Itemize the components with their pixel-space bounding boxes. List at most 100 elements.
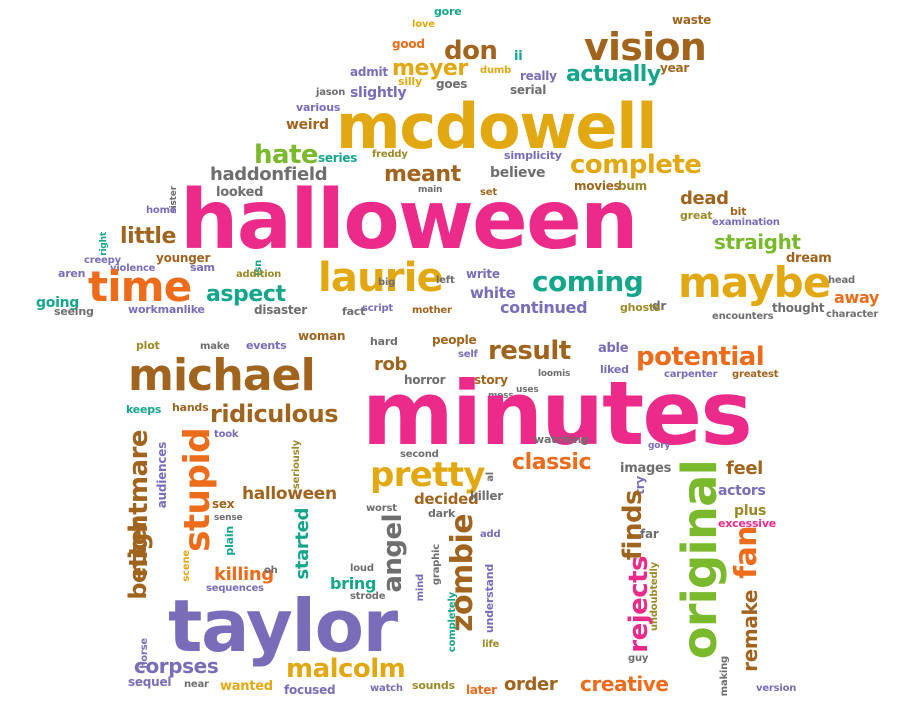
cloud-word: stupid: [177, 428, 218, 552]
cloud-word: events: [246, 339, 287, 352]
cloud-word: decided: [414, 490, 479, 508]
cloud-word: feel: [726, 458, 763, 479]
cloud-word: mind: [415, 574, 426, 602]
cloud-word: home: [146, 205, 177, 216]
cloud-word: freddy: [372, 149, 408, 160]
cloud-word: examination: [712, 217, 780, 228]
cloud-word: carpenter: [664, 369, 718, 380]
cloud-word: meyer: [392, 56, 468, 81]
cloud-word: sex: [212, 497, 235, 511]
cloud-word: make: [200, 341, 230, 352]
cloud-word: creepy: [84, 255, 121, 266]
cloud-word: good: [392, 37, 425, 51]
cloud-word: left: [436, 275, 455, 286]
cloud-word: version: [756, 683, 797, 694]
cloud-word: hate: [254, 140, 319, 170]
cloud-word: self: [458, 349, 478, 360]
cloud-word: silly: [398, 75, 422, 88]
cloud-word: plus: [734, 503, 767, 519]
cloud-word: admit: [350, 65, 388, 79]
cloud-word: sense: [214, 513, 243, 523]
cloud-word: sequences: [206, 583, 264, 594]
cloud-word: hands: [172, 401, 209, 414]
cloud-word: series: [318, 151, 358, 165]
cloud-word: sam: [190, 261, 215, 274]
cloud-word: order: [504, 674, 558, 695]
cloud-word: creative: [580, 672, 669, 696]
cloud-word: bring: [330, 574, 377, 593]
cloud-word: completely: [447, 592, 458, 653]
cloud-word: halloween: [242, 484, 337, 504]
cloud-word: don: [444, 36, 498, 66]
cloud-word: gory: [648, 441, 671, 451]
cloud-word: audiences: [155, 442, 169, 509]
cloud-word: encounters: [712, 311, 774, 322]
cloud-word: rob: [374, 354, 408, 375]
cloud-word: dream: [786, 251, 832, 266]
cloud-word: plot: [136, 339, 160, 352]
cloud-word: ghosts: [620, 301, 661, 314]
cloud-word: pretty: [370, 455, 485, 495]
cloud-word: right: [99, 232, 109, 256]
cloud-word: able: [598, 341, 629, 356]
cloud-word: actors: [718, 483, 766, 499]
cloud-word: time: [88, 262, 192, 311]
cloud-word: meant: [384, 162, 461, 187]
cloud-word: white: [470, 284, 516, 302]
cloud-word: ii: [514, 49, 523, 64]
cloud-word: aren: [58, 267, 86, 280]
cloud-word: greatest: [732, 369, 779, 380]
cloud-word: year: [660, 61, 690, 75]
cloud-word: far: [640, 527, 659, 541]
cloud-word: dark: [428, 507, 456, 520]
cloud-word: sounds: [412, 679, 455, 692]
cloud-word: dead: [680, 188, 729, 209]
cloud-word: write: [466, 267, 500, 281]
cloud-word: younger: [156, 251, 211, 265]
cloud-word: guy: [628, 653, 649, 664]
cloud-word: graphic: [431, 544, 442, 586]
cloud-word: potential: [636, 342, 765, 372]
cloud-word: understand: [483, 564, 496, 634]
cloud-word: add: [480, 529, 501, 540]
cloud-word: fan: [729, 526, 764, 579]
cloud-word: near: [184, 679, 209, 690]
cloud-word: plain: [223, 526, 236, 556]
cloud-word: making: [719, 656, 730, 697]
cloud-word: serial: [510, 83, 547, 97]
cloud-word: slightly: [350, 85, 407, 101]
cloud-word: killer: [470, 489, 503, 503]
cloud-word: great: [680, 209, 713, 222]
cloud-word: killing: [214, 564, 274, 585]
cloud-word: little: [120, 224, 176, 249]
cloud-word: took: [214, 429, 239, 440]
cloud-word: scene: [181, 550, 192, 582]
cloud-word: loud: [350, 563, 374, 574]
cloud-word: started: [292, 508, 313, 580]
cloud-word: better: [124, 518, 152, 600]
cloud-word: strode: [350, 591, 386, 602]
cloud-word: workmanlike: [128, 303, 205, 316]
cloud-word: continued: [500, 298, 588, 317]
cloud-word: halloween: [180, 173, 639, 268]
cloud-word: fact: [342, 305, 366, 318]
cloud-word: watching: [534, 433, 589, 446]
cloud-word: thought: [772, 301, 825, 315]
cloud-word: aspect: [206, 282, 286, 307]
cloud-word: dumb: [480, 65, 512, 76]
cloud-word: mess: [488, 391, 514, 401]
cloud-word: result: [488, 336, 571, 366]
cloud-word: later: [466, 683, 497, 697]
cloud-word: big: [378, 277, 396, 288]
cloud-word: woman: [298, 329, 346, 343]
cloud-word: wanted: [220, 679, 273, 694]
cloud-word: really: [520, 69, 557, 83]
cloud-word: worst: [366, 503, 397, 514]
cloud-word: seriously: [291, 440, 302, 490]
cloud-word: horror: [404, 373, 446, 387]
cloud-word: going: [36, 295, 80, 311]
cloud-word: hard: [370, 335, 398, 348]
cloud-word: loomis: [538, 369, 571, 379]
cloud-word: taylor: [168, 584, 398, 668]
cloud-word: images: [620, 461, 672, 476]
